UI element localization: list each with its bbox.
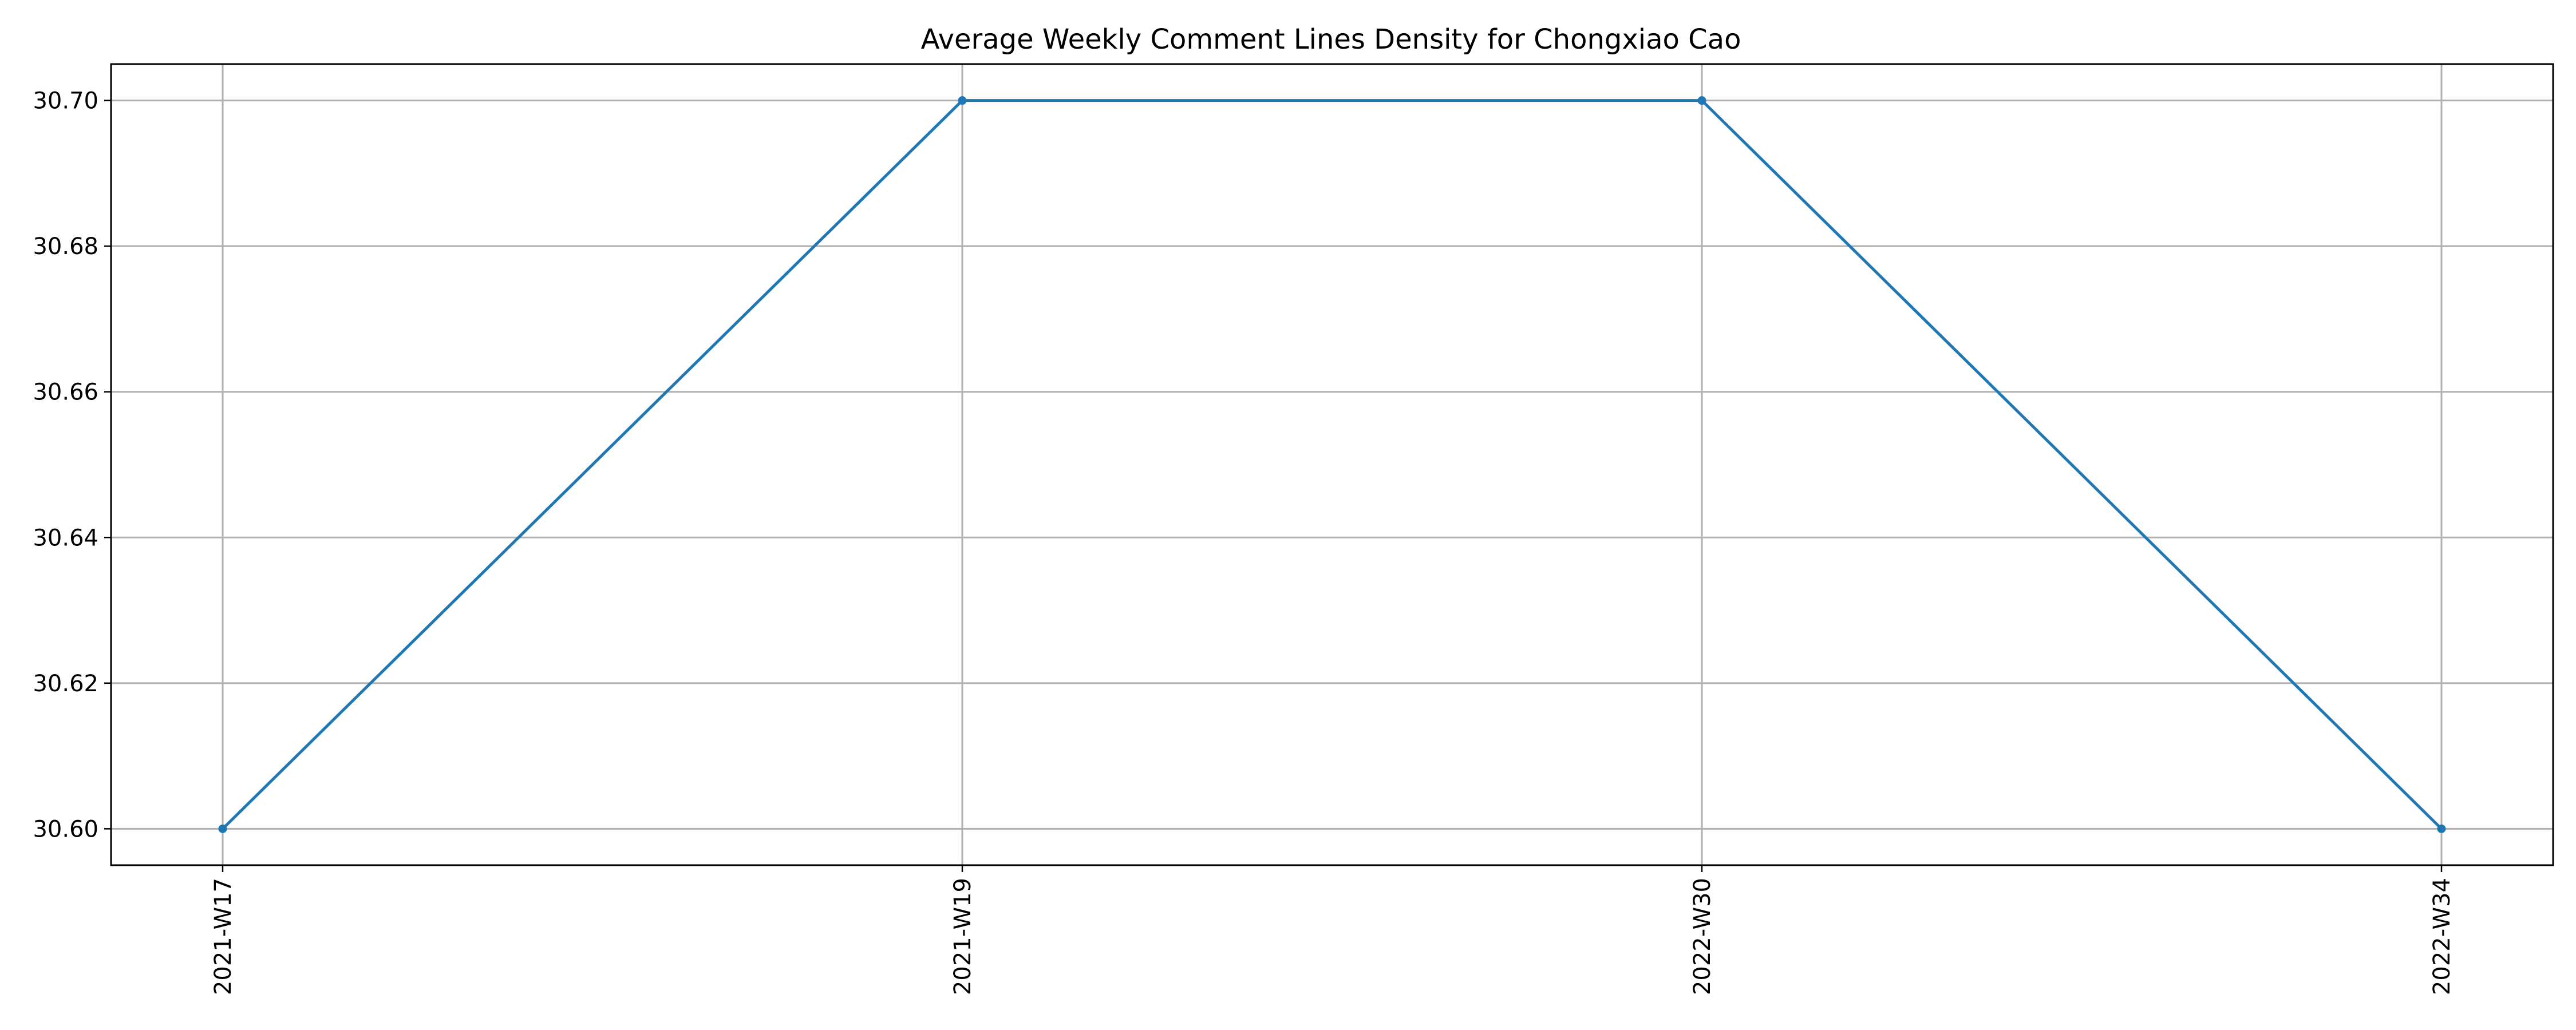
y-tick-label: 30.62 [33, 671, 98, 697]
plot-area-frame [110, 63, 2554, 866]
data-point-marker [2437, 824, 2446, 833]
chart-title: Average Weekly Comment Lines Density for… [921, 23, 1741, 56]
x-tick-label: 2022-W34 [2429, 878, 2455, 995]
x-tick-label: 2021-W17 [210, 878, 236, 995]
data-point-marker [218, 824, 227, 833]
series-line [222, 99, 2443, 830]
x-tick-label: 2021-W19 [950, 878, 976, 995]
y-tick-label: 30.64 [33, 525, 98, 551]
data-point-marker [1697, 96, 1706, 105]
y-tick-label: 30.70 [33, 88, 98, 114]
y-tick-label: 30.68 [33, 233, 98, 260]
y-tick-label: 30.66 [33, 379, 98, 406]
data-point-marker [958, 96, 967, 105]
series-layer [218, 96, 2446, 833]
x-tick-label: 2022-W30 [1689, 878, 1716, 995]
y-axis: 30.60 30.62 30.64 30.66 30.68 30.70 [33, 88, 111, 842]
y-tick-label: 30.60 [33, 816, 98, 842]
x-axis: 2021-W17 2021-W19 2022-W30 2022-W34 [210, 865, 2455, 995]
